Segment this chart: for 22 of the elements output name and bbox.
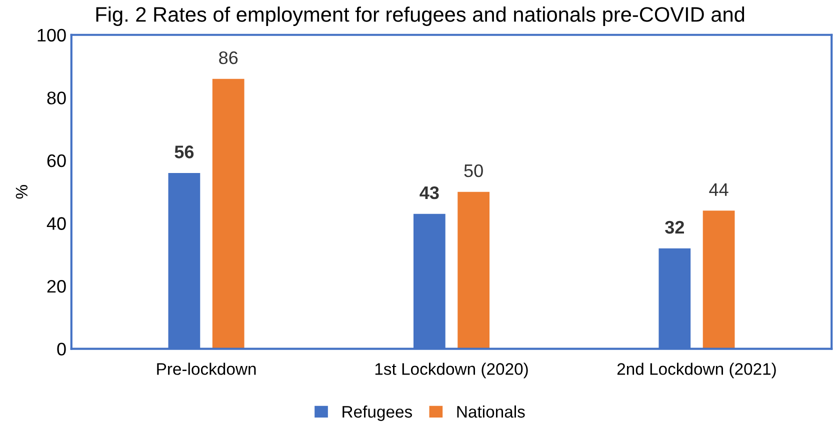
x-tick-label: 1st Lockdown (2020) xyxy=(375,362,528,378)
x-tick-label: 2nd Lockdown (2021) xyxy=(617,362,776,378)
y-axis-title: % xyxy=(16,185,28,199)
data-label: 32 xyxy=(665,220,684,234)
legend-label: Nationals xyxy=(457,405,525,418)
data-label: 43 xyxy=(420,186,439,200)
y-tick-label: 0 xyxy=(57,342,66,356)
y-tick-label: 80 xyxy=(47,92,66,104)
x-tick-label: Pre-lockdown xyxy=(157,362,256,375)
bar xyxy=(702,210,735,349)
y-tick-label: 100 xyxy=(38,28,66,42)
bar xyxy=(458,192,490,349)
legend-label: Refugees xyxy=(342,405,412,421)
data-label: 50 xyxy=(464,164,483,178)
y-tick-label: 20 xyxy=(47,280,66,293)
data-label: 44 xyxy=(709,183,728,196)
data-label: 56 xyxy=(174,146,194,158)
data-label: 86 xyxy=(219,51,238,64)
y-tick-label: 60 xyxy=(47,154,66,168)
chart-title: Fig. 2 Rates of employment for refugees and nationals pre-COVID and xyxy=(96,6,744,26)
bar xyxy=(212,78,244,349)
y-tick-label: 40 xyxy=(46,217,66,230)
